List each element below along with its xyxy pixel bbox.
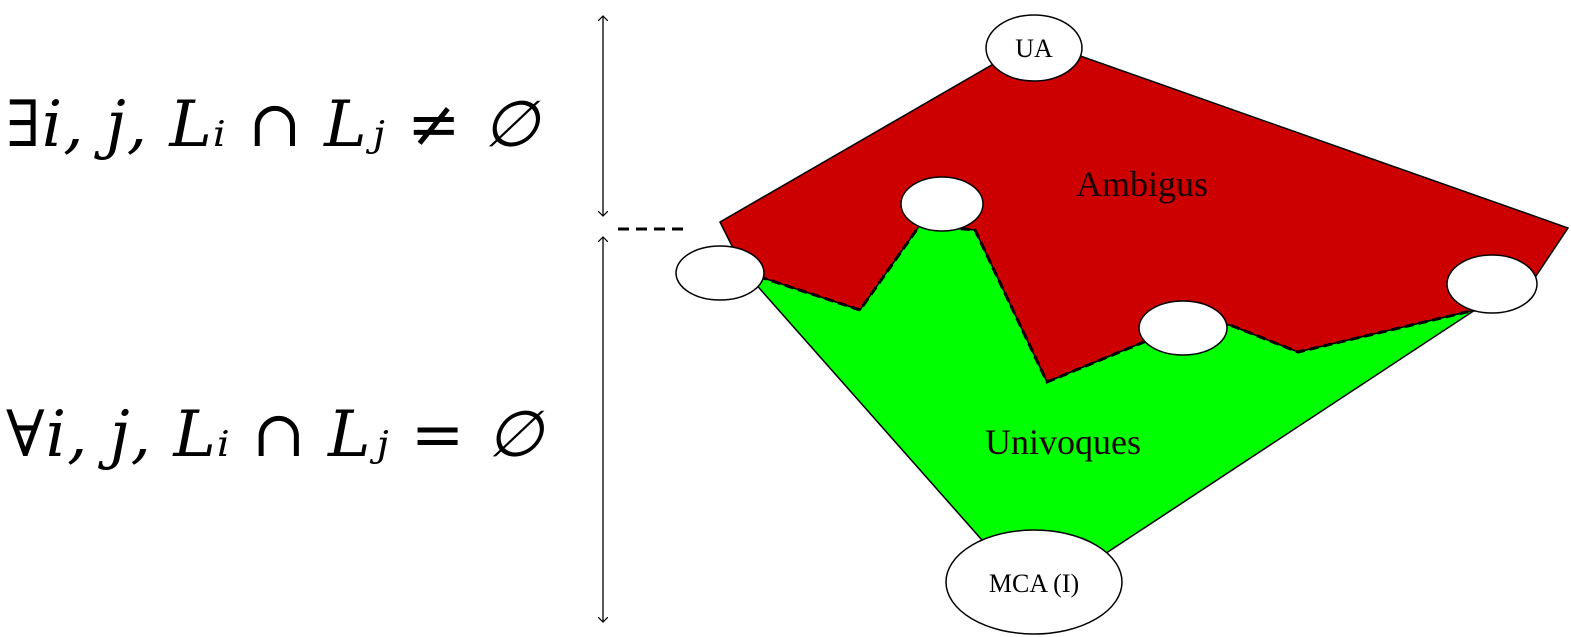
node-mca-label: MCA (I) [989, 569, 1079, 598]
formula-forall-disjoint: ∀i, j, Lᵢ ∩ Lⱼ = ∅ [6, 398, 544, 472]
node-ua-label: UA [1015, 34, 1053, 63]
boundary-dashed-line [744, 223, 1476, 384]
unambiguous-label: Univoques [985, 422, 1141, 462]
node-lower-middle [1138, 300, 1228, 356]
formula-exists-intersection: ∃i, j, Lᵢ ∩ Lⱼ ≠ ∅ [6, 88, 540, 162]
ambiguous-label: Ambigus [1076, 164, 1208, 204]
node-ua [985, 14, 1083, 82]
node-left [675, 245, 765, 301]
node-upper-middle [900, 176, 984, 232]
node-mca [945, 529, 1123, 635]
node-right [1446, 254, 1538, 314]
